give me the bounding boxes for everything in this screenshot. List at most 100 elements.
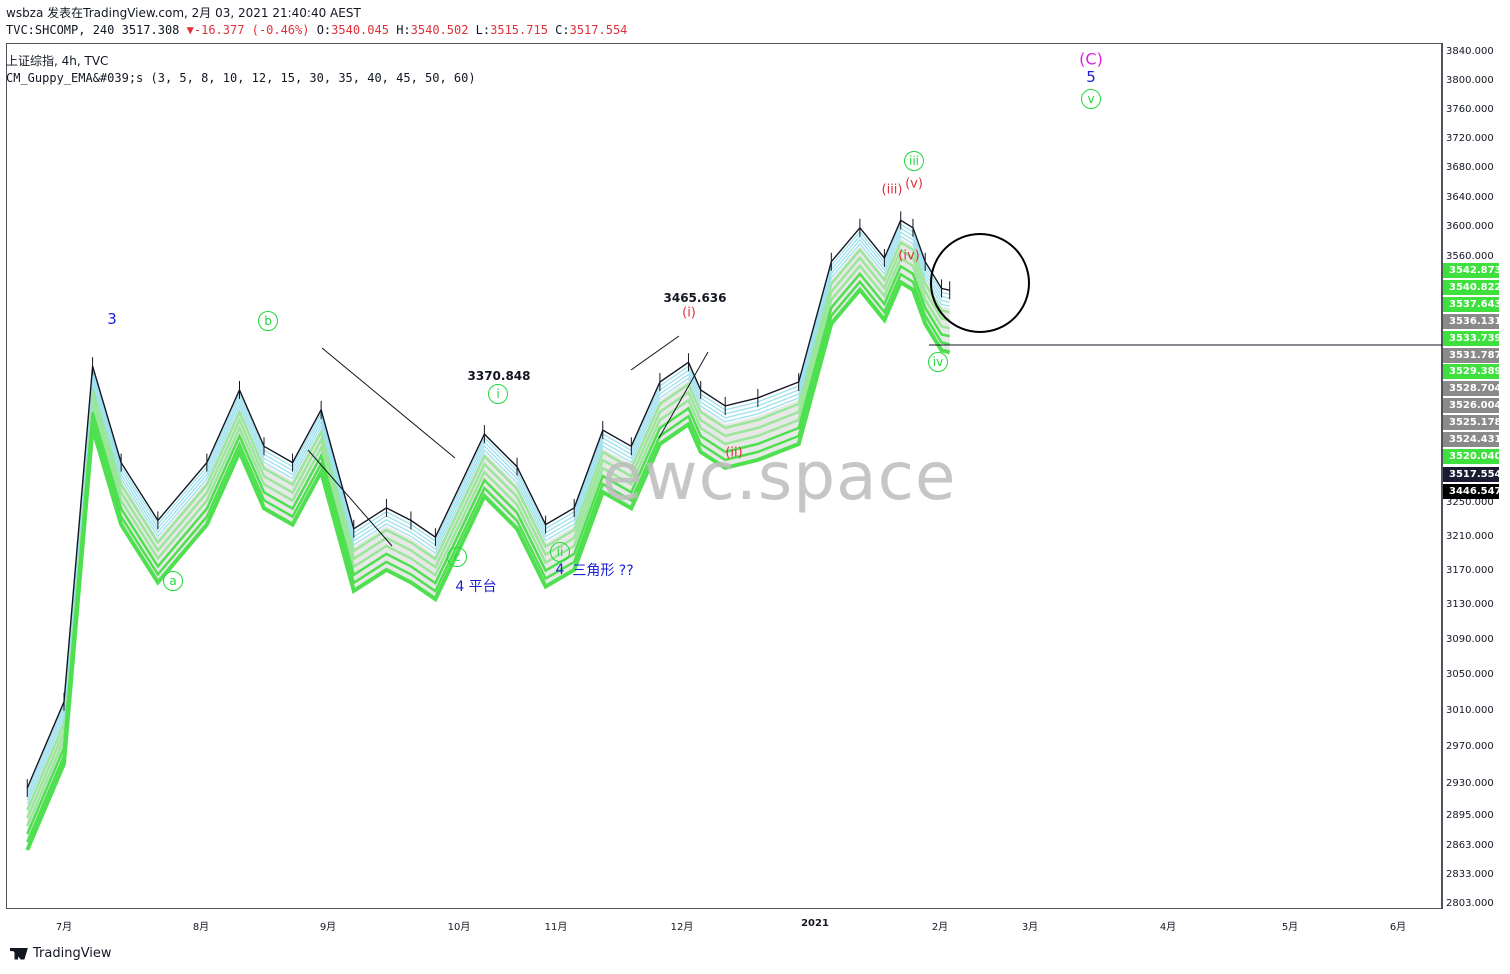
change-value: -16.377 (-0.46%) (193, 23, 310, 37)
price-tick-label: 3840.000 (1446, 46, 1494, 57)
price-tick-label: 3210.000 (1446, 531, 1494, 542)
watermark: ewc.space (602, 438, 957, 515)
guppy-long-ema-line (26, 240, 950, 811)
trendline-wedge (630, 335, 680, 371)
time-tick-label: 8月 (192, 922, 210, 933)
username[interactable]: wsbza (6, 6, 44, 20)
guppy-short-ema-line (26, 223, 950, 793)
chart-title[interactable]: 上证综指, 4h, TVC (6, 54, 109, 68)
time-tick-label: 2021 (801, 918, 829, 929)
wave-i-label: i (488, 384, 508, 404)
price-tick-label: 3170.000 (1446, 565, 1494, 576)
price-tick-label: 3090.000 (1446, 634, 1494, 645)
triangle-wave-number: 4 (555, 562, 565, 578)
price-label-3370: 3370.848 (467, 369, 531, 383)
guppy-short-ema-line (26, 231, 950, 801)
time-tick-label: 4月 (1159, 922, 1177, 933)
time-tick-label: 12月 (670, 922, 694, 933)
price-tag: 3533.739 (1443, 331, 1502, 346)
wave-red-i-label: (i) (682, 305, 696, 321)
price-tag: 3446.547 (1443, 484, 1502, 499)
wave-c-label: c (447, 547, 467, 567)
price-tag: 3542.873 (1443, 263, 1502, 278)
close-value: 3517.554 (569, 23, 628, 37)
price-tick-label: 2970.000 (1446, 741, 1494, 752)
price-tag: 3537.643 (1443, 297, 1502, 312)
trendline-upper (321, 347, 456, 459)
time-tick-label: 11月 (544, 922, 568, 933)
price-axis-line (1442, 43, 1443, 909)
price-tick-label: 3250.000 (1446, 497, 1494, 508)
price-tag: 3526.004 (1443, 398, 1502, 413)
tradingview-logo-icon (10, 947, 28, 960)
price-tag: 3524.431 (1443, 432, 1502, 447)
wave-v-label: v (1081, 89, 1101, 109)
price-tick-label: 2803.000 (1446, 898, 1494, 909)
time-tick-label: 3月 (1021, 922, 1039, 933)
wave-iii-label: iii (904, 151, 924, 171)
wave-red-iv-label: (iv) (898, 248, 920, 264)
price-tick-label: 3640.000 (1446, 192, 1494, 203)
time-tick-label: 5月 (1281, 922, 1299, 933)
guppy-short-ema-line (26, 235, 950, 805)
price-tick-label: 3010.000 (1446, 705, 1494, 716)
ohlc-line: TVC:SHCOMP, 240 3517.308 ▼-16.377 (-0.46… (6, 23, 627, 37)
price-tag: 3531.787 (1443, 348, 1502, 363)
price-line (26, 219, 950, 789)
open-value: 3540.045 (331, 23, 389, 37)
tradingview-brand[interactable]: TradingView (10, 946, 112, 961)
down-arrow-icon: ▼ (186, 23, 194, 37)
price-tag: 3528.704 (1443, 381, 1502, 396)
price-tick-label: 2895.000 (1446, 810, 1494, 821)
triangle-note: 三角形 ?? (572, 563, 634, 579)
trendline-lower (307, 449, 393, 547)
guppy-short-ema-line (26, 227, 950, 797)
wave-ii-label: ii (550, 542, 570, 562)
price-tick-label: 3800.000 (1446, 75, 1494, 86)
wave-red-iii-label: (iii) (881, 182, 903, 198)
flat-note: 4 平台 (455, 579, 497, 595)
wave-red-ii-label: (ii) (725, 445, 743, 461)
wave-b-label: b (258, 311, 278, 331)
high-value: 3540.502 (410, 23, 469, 37)
price-tick-label: 3760.000 (1446, 104, 1494, 115)
time-tick-label: 6月 (1389, 922, 1407, 933)
time-tick-label: 2月 (931, 922, 949, 933)
close-label: C: (555, 23, 570, 37)
guppy-long-ema-line (26, 264, 950, 835)
price-tag: 3529.389 (1443, 364, 1502, 379)
price-tick-label: 3680.000 (1446, 162, 1494, 173)
high-label: H: (396, 23, 411, 37)
indicator-legend[interactable]: CM_Guppy_EMA&#039;s (3, 5, 8, 10, 12, 15… (6, 71, 476, 85)
price-tick-label: 3600.000 (1446, 221, 1494, 232)
price-tick-label: 2833.000 (1446, 869, 1494, 880)
guppy-long-ema-line (26, 272, 950, 843)
price-tag: 3520.040 (1443, 449, 1502, 464)
wave-3-label: 3 (107, 310, 117, 328)
price-tick-label: 3130.000 (1446, 599, 1494, 610)
price-tag: 3517.554 (1443, 467, 1502, 482)
last-price: 3517.308 (121, 23, 180, 37)
price-tag: 3536.131 (1443, 314, 1502, 329)
open-label: O: (316, 23, 332, 37)
trendline-wedge-lower (658, 351, 709, 439)
publish-info: wsbza 发表在TradingView.com, 2月 03, 2021 21… (6, 4, 361, 21)
low-value: 3515.715 (490, 23, 548, 37)
low-label: L: (475, 23, 491, 37)
price-tick-label: 2930.000 (1446, 778, 1494, 789)
brand-label: TradingView (33, 946, 112, 961)
price-tick-label: 3720.000 (1446, 133, 1494, 144)
time-tick-label: 9月 (319, 922, 337, 933)
publish-date: 发表在TradingView.com, 2月 03, 2021 21:40:40… (47, 6, 361, 20)
wave-5-label: 5 (1086, 68, 1096, 86)
price-tick-label: 2863.000 (1446, 840, 1494, 851)
guppy-ribbon-fill (27, 238, 950, 853)
price-tag: 3525.178 (1443, 415, 1502, 430)
wave-C-label: (C) (1079, 49, 1103, 69)
wave-a-label: a (163, 571, 183, 591)
wave-iv-label: iv (928, 352, 948, 372)
price-tick-label: 3050.000 (1446, 669, 1494, 680)
price-tag: 3540.822 (1443, 280, 1502, 295)
time-tick-label: 10月 (447, 922, 471, 933)
symbol-label: TVC:SHCOMP, 240 (6, 23, 115, 37)
